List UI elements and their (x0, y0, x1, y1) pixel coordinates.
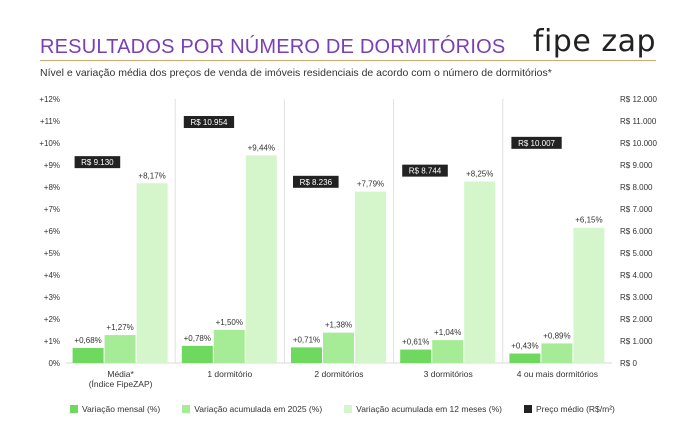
y-left-tick-label: +6% (44, 227, 60, 236)
y-left-tick-label: +8% (44, 183, 60, 192)
bar-mensal (181, 345, 213, 363)
title-divider (40, 60, 656, 61)
price-marker-box (293, 175, 339, 188)
legend-swatch-doze (344, 405, 353, 413)
y-left-tick-label: +9% (44, 161, 60, 170)
bar-value-label: +1,04% (434, 328, 461, 337)
bar-mensal (291, 347, 322, 363)
x-category-label: 2 dormitórios (314, 369, 363, 379)
y-left-tick-label: +2% (44, 315, 60, 324)
bar-value-label: +1,50% (216, 318, 243, 327)
bar-ano (432, 340, 464, 363)
price-marker-box (511, 136, 562, 149)
y-right-tick-label: R$ 1.000 (620, 337, 653, 346)
bar-mensal (509, 353, 541, 363)
legend-swatch-mensal (70, 405, 78, 413)
bar-mensal (72, 348, 104, 363)
y-right-tick-label: R$ 2.000 (620, 315, 653, 324)
legend-item-preco: Preço médio (R$/m²) (523, 404, 615, 414)
bar-value-label: +8,17% (138, 171, 165, 180)
bar-value-label: +0,89% (543, 331, 570, 340)
x-category-label: 4 ou mais dormitórios (517, 369, 598, 379)
chart-legend: Variação mensal (%) Variação acumulada e… (70, 404, 615, 414)
legend-item-ano: Variação acumulada em 2025 (%) (182, 404, 322, 414)
y-left-tick-label: +11% (40, 117, 60, 126)
y-right-tick-label: R$ 12.000 (620, 95, 657, 104)
legend-label-preco: Preço médio (R$/m²) (535, 404, 615, 414)
y-right-tick-label: R$ 3.000 (620, 293, 653, 302)
legend-label-mensal: Variação mensal (%) (82, 404, 161, 414)
bar-value-label: +8,25% (466, 170, 493, 179)
x-category-label: Média* (107, 369, 134, 379)
y-left-tick-label: +3% (44, 293, 60, 302)
y-right-tick-label: R$ 4.000 (620, 271, 653, 280)
bar-value-label: +0,78% (184, 334, 211, 343)
y-left-tick-label: +10% (39, 139, 60, 148)
x-category-label: 3 dormitórios (424, 369, 473, 379)
y-right-tick-label: R$ 5.000 (620, 249, 653, 258)
bar-doze (245, 155, 277, 363)
page-title: RESULTADOS POR NÚMERO DE DORMITÓRIOS (40, 36, 506, 58)
bar-value-label: +1,27% (106, 323, 133, 332)
bar-doze (464, 181, 496, 363)
y-left-tick-label: 0% (48, 359, 60, 368)
bar-value-label: +0,71% (293, 335, 320, 344)
price-marker-box (402, 164, 448, 177)
y-right-tick-label: R$ 11.000 (620, 117, 657, 126)
bar-value-label: +0,43% (511, 342, 538, 351)
price-marker-label: R$ 8.236 (300, 178, 333, 187)
bar-ano (104, 335, 136, 363)
y-right-tick-label: R$ 10.000 (620, 139, 657, 148)
bar-doze (355, 191, 386, 363)
fipezap-logo: fipe zap (532, 24, 656, 59)
legend-item-doze: Variação acumulada em 12 meses (%) (344, 404, 502, 414)
y-left-tick-label: +12% (39, 95, 60, 104)
bar-doze (573, 227, 605, 363)
legend-item-mensal: Variação mensal (%) (70, 404, 160, 414)
price-marker-label: R$ 8.744 (409, 167, 442, 176)
price-marker-label: R$ 10.007 (518, 139, 555, 148)
price-marker-label: R$ 10.954 (190, 118, 227, 127)
bar-value-label: +0,68% (74, 336, 101, 345)
y-left-tick-label: +7% (44, 205, 60, 214)
y-right-tick-label: R$ 6.000 (620, 227, 653, 236)
y-right-tick-label: R$ 9.000 (620, 161, 653, 170)
bar-value-label: +6,15% (575, 216, 602, 225)
bar-ano (541, 343, 573, 363)
bar-ano (213, 330, 245, 363)
bar-value-label: +0,61% (402, 338, 429, 347)
price-marker-box (183, 116, 235, 129)
y-right-tick-label: R$ 7.000 (620, 205, 653, 214)
legend-swatch-ano (182, 405, 191, 413)
bar-value-label: +9,44% (248, 143, 275, 152)
bar-mensal (400, 349, 432, 363)
chart-subtitle: Nível e variação média dos preços de ven… (40, 67, 552, 79)
legend-label-doze: Variação acumulada em 12 meses (%) (356, 404, 502, 414)
y-right-tick-label: R$ 0 (620, 359, 637, 368)
y-left-tick-label: +1% (44, 337, 60, 346)
x-category-label: (Índice FipeZAP) (89, 379, 153, 389)
price-marker-box (74, 156, 121, 169)
price-marker-label: R$ 9.130 (81, 158, 114, 167)
y-left-tick-label: +4% (44, 271, 60, 280)
bar-value-label: +1,38% (325, 321, 352, 330)
bar-ano (323, 332, 354, 363)
legend-label-ano: Variação acumulada em 2025 (%) (194, 404, 323, 414)
bar-doze (136, 183, 168, 363)
legend-swatch-preco (523, 405, 532, 413)
y-right-tick-label: R$ 8.000 (620, 183, 653, 192)
bar-value-label: +7,79% (357, 180, 384, 189)
x-category-label: 1 dormitório (207, 369, 252, 379)
y-left-tick-label: +5% (44, 249, 60, 258)
